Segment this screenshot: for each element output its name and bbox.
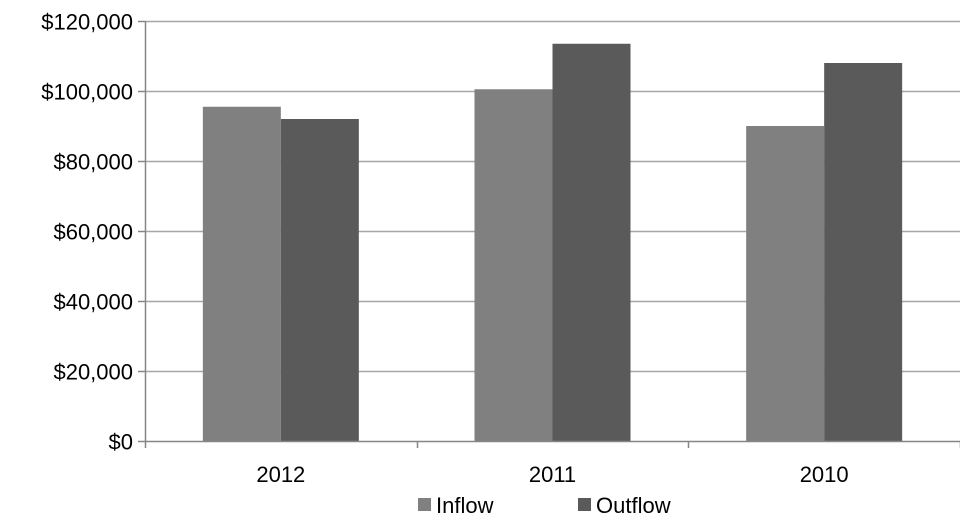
y-tick-label: $20,000 — [53, 360, 133, 385]
bar-outflow-2012 — [280, 119, 359, 441]
y-tick-label: $40,000 — [53, 290, 133, 315]
bar-inflow-2012 — [202, 106, 281, 441]
bars — [202, 43, 903, 441]
x-tick-label: 2012 — [256, 462, 305, 487]
y-tick-label: $120,000 — [41, 10, 133, 35]
y-tick-label: $60,000 — [53, 220, 133, 245]
x-tick-label: 2011 — [529, 462, 576, 487]
legend-swatch-outflow — [578, 498, 591, 511]
x-tick-label: 2010 — [800, 462, 849, 487]
bar-inflow-2011 — [474, 89, 553, 441]
legend-label-inflow: Inflow — [436, 493, 494, 516]
axes — [138, 20, 960, 448]
y-tick-label: $80,000 — [53, 150, 133, 175]
y-tick-label: $100,000 — [41, 80, 133, 105]
tick-labels: $0 $20,000 $40,000 $60,000 $80,000 $100,000 $1… — [41, 10, 848, 488]
bar-inflow-2010 — [746, 126, 825, 441]
bar-outflow-2010 — [824, 63, 903, 441]
legend-swatch-inflow — [418, 498, 431, 511]
legend: Inflow Outflow — [418, 493, 671, 518]
legend-label-outflow: Outflow — [596, 493, 671, 516]
bar-outflow-2011 — [552, 43, 631, 441]
y-tick-label: $0 — [109, 430, 133, 455]
